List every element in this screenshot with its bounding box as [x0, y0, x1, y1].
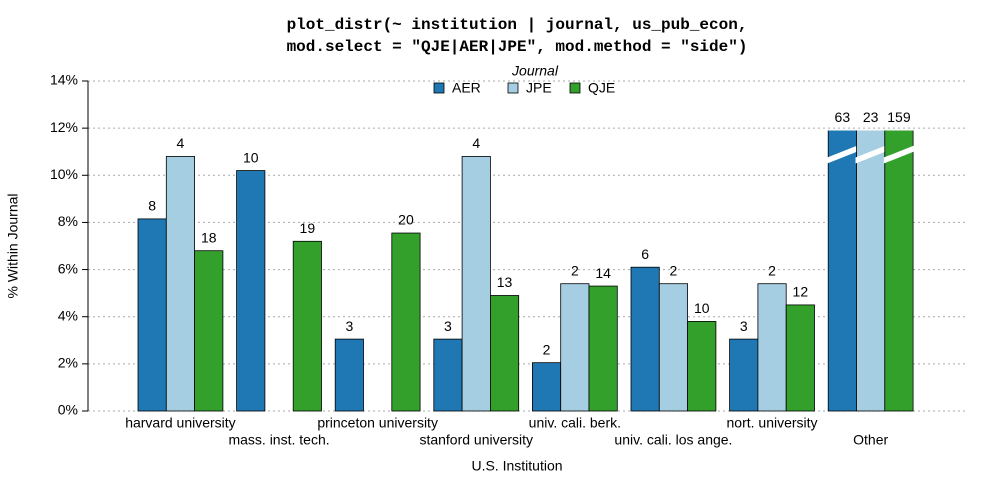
x-axis-label: U.S. Institution [471, 458, 562, 474]
data-label: 63 [835, 109, 851, 125]
y-tick-label: 10% [50, 166, 78, 182]
y-tick-label: 4% [58, 307, 78, 323]
legend-swatch [569, 82, 581, 94]
bar [236, 170, 266, 412]
x-tick-label: princeton university [317, 415, 438, 431]
data-label: 2 [571, 262, 579, 278]
bar [194, 250, 224, 412]
data-label: 18 [201, 229, 217, 245]
x-tick-label: stanford university [419, 432, 533, 448]
bar [687, 321, 717, 412]
data-label: 2 [543, 341, 551, 357]
data-label: 2 [670, 262, 678, 278]
bar [757, 283, 787, 412]
y-axis-label: % Within Journal [5, 193, 21, 298]
y-tick-label: 12% [50, 119, 78, 135]
bar [137, 218, 167, 412]
data-label: 13 [497, 274, 513, 290]
data-label: 6 [641, 246, 649, 262]
chart-title: plot_distr(~ institution | journal, us_p… [287, 16, 748, 34]
chart-title: mod.select = "QJE|AER|JPE", mod.method =… [287, 38, 748, 56]
bar [588, 285, 618, 412]
bar [461, 156, 491, 412]
x-tick-label: Other [853, 432, 888, 448]
data-label: 8 [148, 198, 156, 214]
bar [658, 283, 688, 412]
bar [884, 130, 914, 412]
bar [489, 295, 520, 412]
legend-label: AER [452, 80, 481, 96]
data-label: 10 [243, 149, 259, 165]
legend-label: JPE [526, 80, 552, 96]
bar [165, 156, 196, 412]
y-tick-label: 14% [50, 72, 78, 88]
axis-break-mark [827, 145, 858, 164]
bar [532, 362, 562, 412]
bar [292, 240, 322, 412]
x-tick-label: nort. university [727, 415, 818, 431]
bar [334, 338, 364, 412]
data-label: 20 [398, 212, 414, 228]
bar [856, 130, 886, 412]
data-label: 3 [444, 318, 452, 334]
y-tick-label: 0% [58, 402, 78, 418]
axis-break-mark [855, 145, 886, 164]
data-label: 3 [345, 318, 353, 334]
bar [785, 304, 815, 412]
x-tick-label: univ. cali. berk. [529, 415, 621, 431]
legend-swatch [507, 82, 519, 94]
data-label: 10 [694, 300, 710, 316]
bar [433, 338, 463, 412]
legend-title: Journal [511, 63, 559, 79]
bar [560, 283, 590, 412]
x-tick-label: harvard university [125, 415, 236, 431]
axis-break-mark [883, 145, 915, 164]
y-tick-label: 6% [58, 260, 78, 276]
data-label: 19 [300, 220, 316, 236]
data-label: 4 [177, 135, 185, 151]
y-tick-label: 2% [58, 355, 78, 371]
data-label: 14 [595, 265, 611, 281]
data-label: 4 [472, 135, 480, 151]
bar [391, 232, 421, 412]
y-tick-label: 8% [58, 213, 78, 229]
bar [630, 266, 660, 412]
data-label: 3 [740, 318, 748, 334]
legend-label: QJE [588, 80, 615, 96]
x-tick-label: mass. inst. tech. [228, 432, 329, 448]
data-label: 159 [887, 109, 911, 125]
data-label: 12 [793, 284, 809, 300]
bar [827, 130, 857, 412]
bar [729, 338, 759, 412]
legend-swatch [433, 82, 445, 94]
data-label: 2 [768, 262, 776, 278]
data-label: 23 [863, 109, 879, 125]
x-tick-label: univ. cali. los ange. [614, 432, 732, 448]
